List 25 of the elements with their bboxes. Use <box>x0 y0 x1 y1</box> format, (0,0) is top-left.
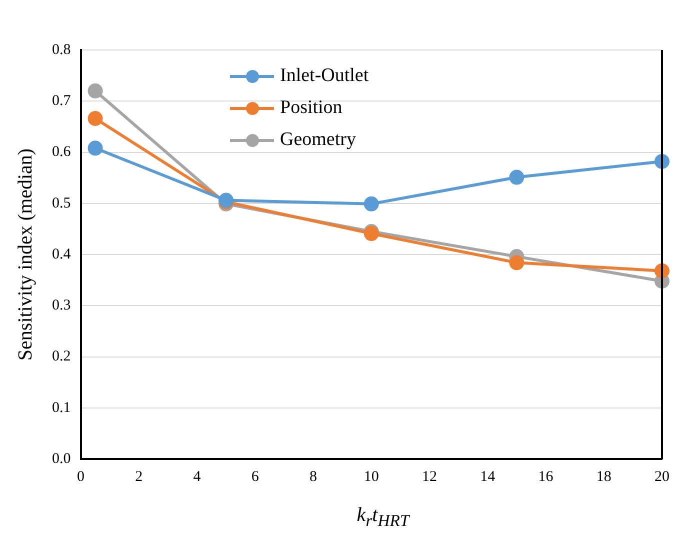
y-tick-label: 0.2 <box>52 348 71 365</box>
x-tick-label: 12 <box>422 468 437 485</box>
x-tick-label: 0 <box>77 468 84 485</box>
x-tick-label: 16 <box>538 468 554 485</box>
y-tick-label: 0.8 <box>52 42 71 58</box>
y-tick-label: 0.5 <box>52 195 71 212</box>
x-tick-label: 20 <box>654 468 670 485</box>
legend-label: Position <box>280 97 342 119</box>
y-tick-label: 0.4 <box>52 246 72 262</box>
y-tick-label: 0.0 <box>52 450 71 467</box>
y-tick-label: 0.7 <box>52 93 72 110</box>
y-tick-label: 0.3 <box>52 298 71 314</box>
x-tick-label: 2 <box>135 468 143 485</box>
x-tick-label: 4 <box>193 468 202 485</box>
legend-label: Geometry <box>280 129 356 151</box>
x-tick-label: 18 <box>596 468 612 485</box>
y-tick-label: 0.1 <box>52 400 71 416</box>
y-tick-label: 0.6 <box>52 144 72 160</box>
x-tick-label: 6 <box>251 468 260 485</box>
legend-label: Inlet-Outlet <box>280 65 369 87</box>
x-axis-title: k$_{r}$t$_{HRT}$ <box>356 504 411 531</box>
x-tick-label: 14 <box>480 468 496 485</box>
y-axis-title: Sensitivity index (median) <box>14 148 36 361</box>
x-tick-label: 10 <box>364 468 379 485</box>
x-tick-label: 8 <box>310 468 317 485</box>
